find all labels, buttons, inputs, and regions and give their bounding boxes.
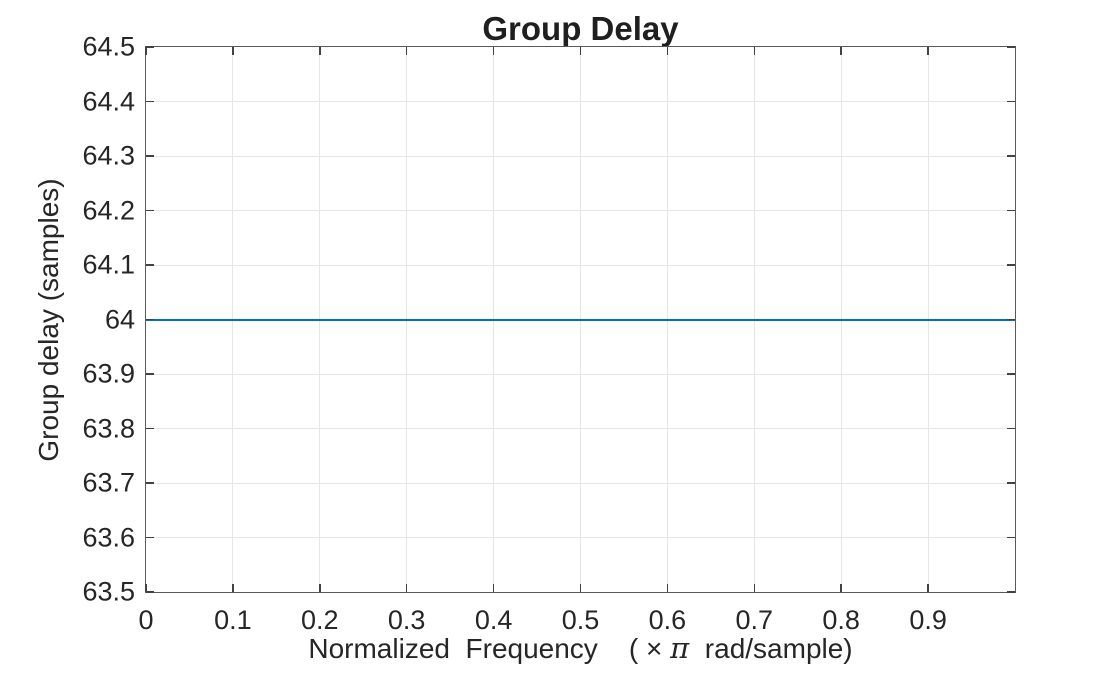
y-gridline <box>146 101 1015 102</box>
y-tick-mark-right <box>1007 264 1015 266</box>
y-tick-label: 63.7 <box>82 467 135 498</box>
y-tick-label: 64.5 <box>82 31 135 62</box>
y-tick-label: 63.9 <box>82 358 135 389</box>
x-tick-label: 0.9 <box>909 605 947 635</box>
x-tick-mark-bottom <box>145 584 147 592</box>
y-gridline <box>146 482 1015 484</box>
y-gridline <box>146 537 1015 538</box>
x-tick-mark-top <box>405 47 408 55</box>
x-tick-mark-bottom <box>666 584 669 592</box>
x-tick-mark-top <box>232 47 234 55</box>
x-tick-label: 0.2 <box>301 605 339 635</box>
y-tick-label: 64.1 <box>82 249 135 280</box>
y-tick-mark-left <box>146 318 154 321</box>
x-tick-mark-top <box>579 47 582 55</box>
x-axis-label: Normalized Frequency ( × π rad/sample) <box>146 631 1015 665</box>
y-tick-mark-left <box>146 591 154 593</box>
y-tick-mark-right <box>1007 155 1015 157</box>
x-tick-label: 0.7 <box>735 605 774 635</box>
y-tick-mark-right <box>1007 591 1015 593</box>
x-tick-mark-top <box>666 47 669 55</box>
y-tick-mark-right <box>1007 482 1015 484</box>
x-tick-mark-bottom <box>232 584 234 592</box>
y-tick-label: 63.6 <box>82 522 135 552</box>
y-gridline <box>146 155 1015 157</box>
x-tick-label: 0.6 <box>648 605 687 635</box>
chart-title: Group Delay <box>482 10 679 47</box>
x-tick-label: 0.3 <box>387 605 426 635</box>
x-tick-mark-bottom <box>753 584 756 592</box>
pi-symbol: π <box>670 631 690 665</box>
x-tick-mark-bottom <box>927 584 929 592</box>
x-tick-mark-top <box>927 47 929 55</box>
x-tick-label: 0.8 <box>822 605 860 635</box>
y-tick-mark-right <box>1007 100 1015 103</box>
y-tick-label: 64.4 <box>82 86 135 116</box>
y-tick-label: 63.5 <box>82 576 135 607</box>
x-tick-label: 0.1 <box>214 605 252 635</box>
y-tick-label: 64.2 <box>82 195 135 225</box>
x-tick-label: 0.4 <box>474 605 513 635</box>
series-line-group-delay <box>146 318 1015 321</box>
x-tick-label: 0 <box>138 605 154 635</box>
x-tick-mark-top <box>492 47 495 55</box>
y-tick-mark-left <box>146 46 154 48</box>
x-tick-mark-bottom <box>840 584 842 592</box>
y-tick-mark-right <box>1007 536 1015 539</box>
x-tick-mark-top <box>145 47 147 55</box>
x-tick-mark-top <box>840 47 842 55</box>
x-tick-label: 0.5 <box>561 605 600 635</box>
x-tick-mark-bottom <box>579 584 582 592</box>
x-axis-label-text: Normalized Frequency ( × <box>308 633 671 664</box>
y-gridline <box>146 428 1015 429</box>
y-gridline <box>146 210 1015 211</box>
y-tick-label: 64.3 <box>82 140 135 171</box>
x-tick-mark-top <box>753 47 756 55</box>
y-gridline <box>146 264 1015 266</box>
y-gridline <box>146 373 1015 375</box>
x-tick-mark-top <box>319 47 321 55</box>
y-tick-mark-left <box>146 264 154 266</box>
y-tick-mark-left <box>146 155 154 157</box>
y-tick-mark-right <box>1007 46 1015 48</box>
y-tick-mark-left <box>146 482 154 484</box>
plot-area: 0 0.1 0.2 0.3 0.4 0.5 0.6 0.7 0.8 0.9 63.5 63.6 63.7… <box>82 32 1016 635</box>
y-tick-mark-left <box>146 427 154 430</box>
y-tick-label: 64 <box>104 304 135 334</box>
y-axis-label: Group delay (samples) <box>33 178 64 462</box>
y-tick-mark-right <box>1007 209 1015 212</box>
y-tick-label: 63.8 <box>82 413 135 443</box>
y-tick-mark-left <box>146 209 154 212</box>
y-tick-mark-right <box>1007 373 1015 375</box>
y-tick-mark-right <box>1007 318 1015 321</box>
x-axis-label-unit: rad/sample) <box>689 633 853 664</box>
y-tick-mark-left <box>146 536 154 539</box>
y-tick-mark-left <box>146 373 154 375</box>
x-tick-mark-bottom <box>319 584 321 592</box>
x-tick-mark-bottom <box>492 584 495 592</box>
x-tick-mark-bottom <box>405 584 408 592</box>
y-tick-mark-left <box>146 100 154 103</box>
y-tick-mark-right <box>1007 427 1015 430</box>
